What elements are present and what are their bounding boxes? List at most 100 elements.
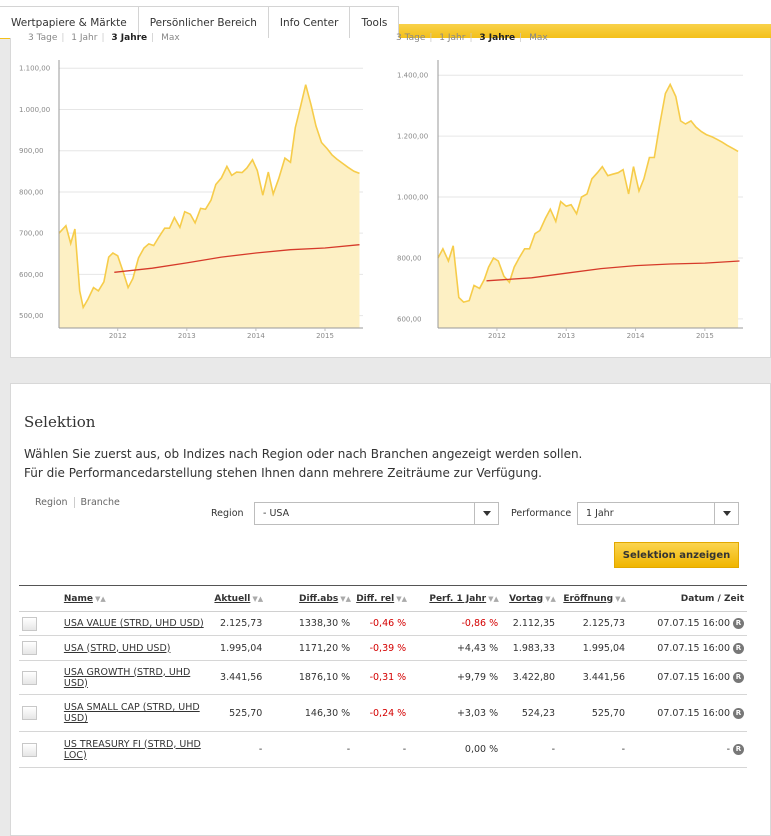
x-tick-label: 2013 (178, 332, 196, 340)
index-link[interactable]: USA (STRD, UHD USD) (63, 642, 171, 654)
x-tick-label: 2014 (247, 332, 265, 340)
table-row: USA (STRD, UHD USD) 1.995,04 1171,20 % -… (19, 635, 747, 661)
range-tab-1-jahr[interactable]: 1 Jahr (439, 33, 466, 43)
header-eroeffnung[interactable]: Eröffnung ▼▲ (558, 585, 629, 612)
nav-tab-info-center[interactable]: Info Center (268, 6, 351, 38)
range-tab-3-tage[interactable]: 3 Tage (396, 33, 426, 43)
x-tick-label: 2012 (109, 332, 127, 340)
y-tick-label: 700,00 (19, 230, 44, 238)
top-navigation: Wertpapiere & Märkte Persönlicher Bereic… (0, 0, 771, 39)
cell-datum: 07.07.15 16:00 R (628, 635, 747, 661)
cell-diff-abs: 1338,30 % (265, 611, 354, 636)
y-tick-label: 800,00 (397, 254, 422, 262)
header-diff-abs[interactable]: Diff.abs ▼▲ (265, 585, 354, 612)
chart-panel: 3 Tage | 1 Jahr | 3 Jahre | Max 3 Tage | 1 J… (10, 33, 771, 358)
x-tick-label: 2015 (696, 332, 714, 340)
nav-tabs: Wertpapiere & Märkte Persönlicher Bereic… (0, 6, 400, 38)
cell-diff-rel: -0,31 % (353, 660, 410, 695)
range-tab-max[interactable]: Max (529, 33, 548, 43)
nav-tab-tools[interactable]: Tools (350, 6, 400, 38)
cell-datum: 07.07.15 16:00 R (628, 660, 747, 695)
cell-diff-rel: - (353, 731, 410, 768)
index-link[interactable]: USA GROWTH (STRD, UHD USD) (63, 666, 191, 689)
selection-description: Wählen Sie zuerst aus, ob Indizes nach R… (24, 445, 582, 483)
performance-select[interactable]: 1 Jahr (577, 502, 739, 525)
description-line-1: Wählen Sie zuerst aus, ob Indizes nach R… (24, 447, 583, 461)
filter-tab-branche[interactable]: Branche (80, 497, 120, 508)
cell-diff-abs: 1876,10 % (265, 660, 354, 695)
range-tab-3-jahre[interactable]: 3 Jahre (479, 33, 516, 43)
show-selection-button[interactable]: Selektion anzeigen (614, 542, 739, 568)
cell-vortag: 3.422,80 (501, 660, 559, 695)
cell-aktuell: - (210, 731, 266, 768)
index-link[interactable]: USA SMALL CAP (STRD, UHD USD) (63, 702, 200, 724)
cell-eroeffnung: - (558, 731, 629, 768)
filter-tab-region[interactable]: Region (35, 497, 75, 508)
range-tab-1-jahr[interactable]: 1 Jahr (71, 33, 98, 43)
cell-aktuell: 525,70 (210, 694, 266, 732)
cell-eroeffnung: 3.441,56 (558, 660, 629, 695)
filter-tabs: Region Branche (35, 497, 126, 508)
sort-icon: ▼▲ (545, 594, 556, 603)
x-tick-label: 2012 (488, 332, 506, 340)
price-area (438, 84, 739, 329)
range-tab-3-jahre[interactable]: 3 Jahre (111, 33, 148, 43)
cell-perf: +9,79 % (409, 660, 502, 695)
row-checkbox[interactable] (22, 706, 37, 720)
table-row: USA SMALL CAP (STRD, UHD USD) 525,70 146… (19, 694, 747, 732)
realtime-badge-icon: R (733, 642, 744, 654)
row-checkbox[interactable] (22, 670, 37, 685)
row-checkbox[interactable] (22, 616, 37, 631)
y-tick-label: 500,00 (19, 312, 44, 320)
region-select-value: - USA (263, 508, 290, 519)
header-vortag[interactable]: Vortag ▼▲ (501, 585, 559, 612)
region-select[interactable]: - USA (254, 502, 499, 525)
range-tab-max[interactable]: Max (161, 33, 180, 43)
cell-diff-abs: 146,30 % (265, 694, 354, 732)
cell-vortag: 524,23 (501, 694, 559, 732)
region-label: Region (211, 508, 244, 519)
y-tick-label: 800,00 (19, 188, 44, 196)
selection-title: Selektion (24, 413, 96, 431)
header-aktuell[interactable]: Aktuell ▼▲ (210, 585, 266, 612)
cell-vortag: 2.112,35 (501, 611, 559, 636)
realtime-badge-icon: R (733, 707, 744, 719)
cell-perf: +3,03 % (409, 694, 502, 732)
selection-panel: Selektion Wählen Sie zuerst aus, ob Indi… (10, 383, 771, 836)
cell-aktuell: 3.441,56 (210, 660, 266, 695)
chevron-down-icon (474, 503, 498, 524)
cell-diff-rel: -0,39 % (353, 635, 410, 661)
table-row: USA VALUE (STRD, UHD USD) 2.125,73 1338,… (19, 611, 747, 636)
y-tick-label: 1.000,00 (397, 194, 428, 202)
chart-range-tabs-right: 3 Tage | 1 Jahr | 3 Jahre | Max (396, 33, 548, 43)
table-row: USA GROWTH (STRD, UHD USD) 3.441,56 1876… (19, 660, 747, 695)
table-header-row: Name ▼▲ Aktuell ▼▲ Diff.abs ▼▲ Diff. rel ▼▲ … (19, 585, 747, 612)
average-line (114, 244, 360, 273)
cell-datum: 07.07.15 16:00 R (628, 694, 747, 732)
nav-tab-persoenlicher-bereich[interactable]: Persönlicher Bereich (138, 6, 269, 38)
index-chart-left: 500,00 600,00 700,00 800,00 900,00 1.000,00 1.… (19, 60, 363, 340)
row-checkbox[interactable] (22, 641, 37, 655)
chevron-down-icon (714, 503, 738, 524)
y-tick-label: 1.000,00 (19, 106, 50, 114)
y-tick-label: 600,00 (19, 271, 44, 279)
realtime-badge-icon: R (733, 744, 744, 755)
index-link[interactable]: US TREASURY FI (STRD, UHD LOC) (63, 738, 201, 761)
cell-aktuell: 1.995,04 (210, 635, 266, 661)
sort-icon: ▼▲ (94, 594, 106, 603)
table-row: US TREASURY FI (STRD, UHD LOC) - - - 0,0… (19, 731, 747, 768)
nav-tab-wertpapiere[interactable]: Wertpapiere & Märkte (0, 6, 139, 38)
header-perf[interactable]: Perf. 1 Jahr ▼▲ (409, 585, 502, 612)
nav-accent-bar (376, 24, 771, 38)
row-checkbox[interactable] (22, 742, 37, 757)
x-tick-label: 2013 (557, 332, 575, 340)
cell-diff-rel: -0,46 % (353, 611, 410, 636)
cell-perf: 0,00 % (409, 731, 502, 768)
header-checkbox (19, 585, 61, 612)
range-tab-3-tage[interactable]: 3 Tage (28, 33, 58, 43)
sort-icon: ▼▲ (340, 594, 351, 603)
index-link[interactable]: USA VALUE (STRD, UHD USD) (63, 618, 204, 629)
header-name[interactable]: Name ▼▲ (60, 585, 211, 612)
header-diff-rel[interactable]: Diff. rel ▼▲ (353, 585, 410, 612)
sort-icon: ▼▲ (488, 594, 499, 603)
